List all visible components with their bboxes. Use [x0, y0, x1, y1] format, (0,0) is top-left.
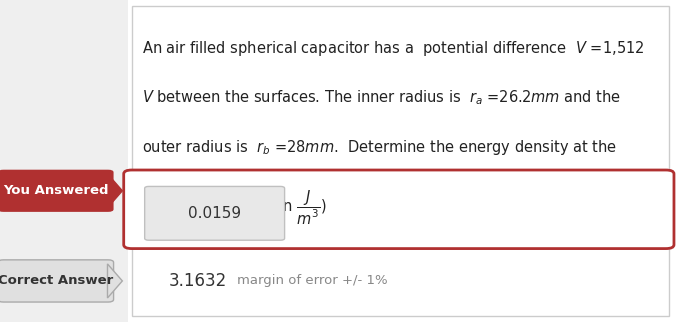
Text: An air filled spherical capacitor has a  potential difference  $V$ =1,512: An air filled spherical capacitor has a …: [142, 39, 644, 58]
FancyBboxPatch shape: [132, 6, 669, 316]
FancyBboxPatch shape: [145, 186, 285, 240]
FancyArrow shape: [107, 264, 122, 298]
Text: outer radius is  $r_b$ =28$mm$.  Determine the energy density at the: outer radius is $r_b$ =28$mm$. Determine…: [142, 138, 617, 157]
FancyBboxPatch shape: [0, 260, 114, 302]
Text: margin of error +/- 1%: margin of error +/- 1%: [237, 274, 387, 288]
Bar: [0, 0, 128, 322]
FancyBboxPatch shape: [124, 170, 674, 249]
FancyArrow shape: [107, 174, 122, 208]
FancyBboxPatch shape: [0, 170, 114, 212]
Text: Correct Answer: Correct Answer: [0, 274, 114, 288]
Text: 0.0159: 0.0159: [188, 206, 241, 221]
Text: point  $r$ =27$mm$.  (in $\dfrac{J}{m^3}$): point $r$ =27$mm$. (in $\dfrac{J}{m^3}$): [142, 188, 327, 227]
Text: 3.1632: 3.1632: [169, 272, 227, 290]
Text: $V$ between the surfaces. The inner radius is  $r_a$ =26.2$mm$ and the: $V$ between the surfaces. The inner radi…: [142, 89, 621, 107]
Text: You Answered: You Answered: [3, 184, 109, 197]
